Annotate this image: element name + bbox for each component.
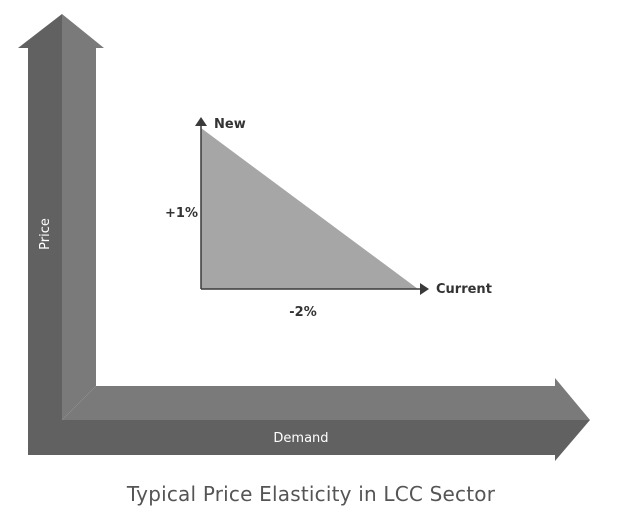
axis-shape [18,14,590,461]
new-point-label: New [214,117,246,132]
demand-axis-light [62,386,555,420]
price-axis-arrow-light [62,14,104,48]
price-axis-label: Price [38,218,53,250]
price-axis-arrow-dark [18,14,62,48]
price-axis-light [62,48,96,420]
price-change-label: +1% [165,206,198,221]
demand-axis-dark [28,420,555,455]
demand-change-label: -2% [289,305,316,320]
demand-axis-label: Demand [273,431,328,446]
triangle-up-arrow [195,117,207,126]
demand-axis-arrow-dark [555,420,590,461]
price-axis-dark [28,48,62,455]
diagram-caption: Typical Price Elasticity in LCC Sector [126,482,496,506]
elasticity-triangle [195,117,429,295]
current-point-label: Current [436,282,492,297]
triangle-fill [201,128,418,289]
demand-axis-arrow-light [555,378,590,420]
triangle-right-arrow [420,283,429,295]
